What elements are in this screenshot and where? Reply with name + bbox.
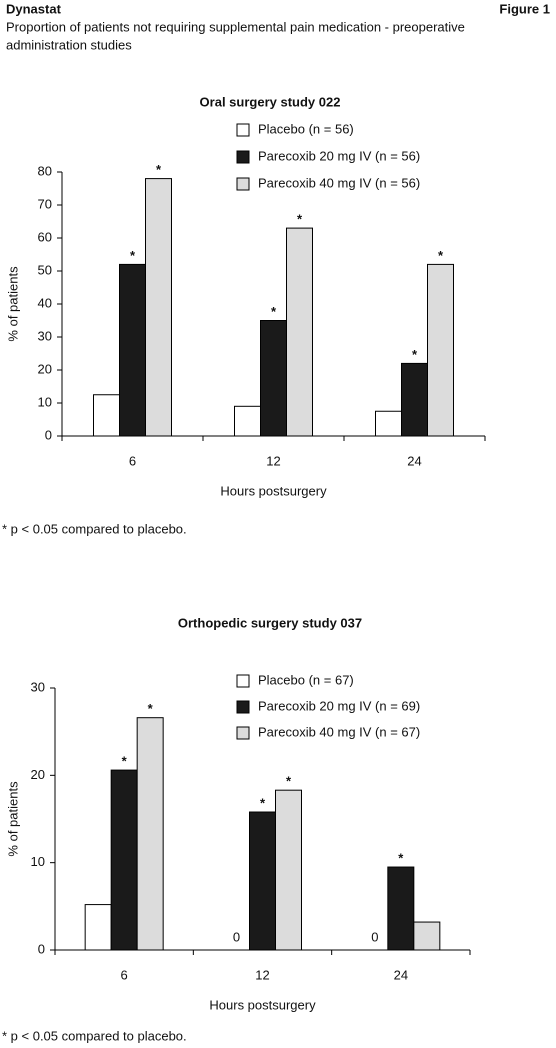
y-tick-label: 30 xyxy=(31,679,45,694)
y-tick-label: 30 xyxy=(38,328,52,343)
significance-marker: * xyxy=(297,212,303,227)
x-tick-label: 24 xyxy=(407,453,421,468)
significance-marker: * xyxy=(438,248,444,263)
legend-swatch xyxy=(236,177,250,191)
legend-label: Placebo (n = 56) xyxy=(258,121,354,136)
legend-label: Parecoxib 40 mg IV (n = 56) xyxy=(258,175,420,190)
y-axis-label: % of patients xyxy=(5,781,20,857)
significance-marker: * xyxy=(156,162,162,177)
bar xyxy=(375,410,402,437)
zero-label: 0 xyxy=(371,929,378,944)
bar xyxy=(93,394,120,437)
x-axis-label: Hours postsurgery xyxy=(209,997,316,1012)
bar xyxy=(275,789,302,951)
y-tick-label: 20 xyxy=(31,767,45,782)
y-tick-label: 40 xyxy=(38,295,52,310)
footnote: * p < 0.05 compared to placebo. xyxy=(2,521,187,536)
legend-label: Parecoxib 20 mg IV (n = 56) xyxy=(258,148,420,163)
chart-title: Oral surgery study 022 xyxy=(200,94,341,109)
x-tick-label: 12 xyxy=(255,967,269,982)
bar xyxy=(145,178,172,437)
bar xyxy=(413,921,441,951)
significance-marker: * xyxy=(260,795,266,810)
significance-marker: * xyxy=(130,248,136,263)
bar xyxy=(260,320,287,437)
y-tick-label: 80 xyxy=(38,163,52,178)
legend-swatch xyxy=(236,674,250,688)
bar xyxy=(84,904,112,951)
description: Proportion of patients not requiring sup… xyxy=(6,19,465,34)
y-tick-label: 10 xyxy=(38,394,52,409)
legend-swatch xyxy=(236,700,250,714)
chart-title: Orthopedic surgery study 037 xyxy=(178,615,362,630)
legend-label: Parecoxib 40 mg IV (n = 67) xyxy=(258,724,420,739)
y-tick-label: 0 xyxy=(45,427,52,442)
y-tick-label: 60 xyxy=(38,229,52,244)
bar xyxy=(136,717,164,951)
significance-marker: * xyxy=(286,774,292,789)
y-tick-label: 10 xyxy=(31,854,45,869)
bar xyxy=(387,866,415,951)
product-name: Dynastat xyxy=(6,1,62,16)
y-tick-label: 70 xyxy=(38,196,52,211)
footnote: * p < 0.05 compared to placebo. xyxy=(2,1028,187,1043)
x-tick-label: 6 xyxy=(129,453,136,468)
legend-label: Parecoxib 20 mg IV (n = 69) xyxy=(258,698,420,713)
x-tick-label: 6 xyxy=(121,967,128,982)
y-tick-label: 50 xyxy=(38,262,52,277)
significance-marker: * xyxy=(122,754,128,769)
y-tick-label: 20 xyxy=(38,361,52,376)
description: administration studies xyxy=(6,37,132,52)
zero-label: 0 xyxy=(233,929,240,944)
x-axis-label: Hours postsurgery xyxy=(220,483,327,498)
bar xyxy=(234,405,261,437)
bar xyxy=(110,769,138,951)
x-tick-label: 24 xyxy=(394,967,408,982)
x-tick-label: 12 xyxy=(266,453,280,468)
significance-marker: * xyxy=(148,701,154,716)
legend-label: Placebo (n = 67) xyxy=(258,672,354,687)
y-tick-label: 0 xyxy=(38,941,45,956)
legend-swatch xyxy=(236,123,250,137)
bar xyxy=(286,227,313,437)
significance-marker: * xyxy=(271,304,277,319)
legend-swatch xyxy=(236,150,250,164)
bar xyxy=(427,263,454,437)
y-axis-label: % of patients xyxy=(5,266,20,342)
bar xyxy=(401,362,428,437)
significance-marker: * xyxy=(398,850,404,865)
bar xyxy=(119,263,146,437)
bar xyxy=(249,811,276,951)
figure-label: Figure 1 xyxy=(499,1,550,16)
legend-swatch xyxy=(236,726,250,740)
significance-marker: * xyxy=(412,347,418,362)
